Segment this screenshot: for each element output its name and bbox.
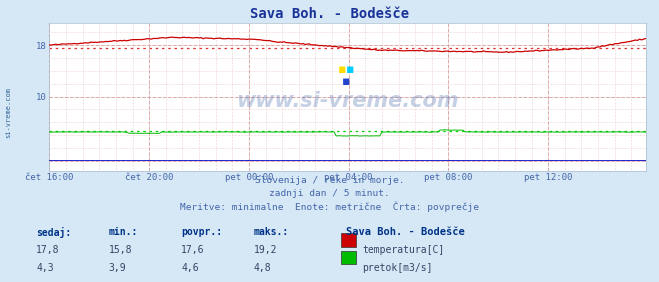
- Text: ▪: ▪: [342, 75, 351, 88]
- Text: temperatura[C]: temperatura[C]: [362, 245, 445, 255]
- Text: 4,8: 4,8: [254, 263, 272, 273]
- Text: 4,3: 4,3: [36, 263, 54, 273]
- Text: ▪: ▪: [337, 63, 346, 76]
- Text: pretok[m3/s]: pretok[m3/s]: [362, 263, 433, 273]
- Text: 15,8: 15,8: [109, 245, 132, 255]
- Text: www.si-vreme.com: www.si-vreme.com: [237, 91, 459, 111]
- Text: 17,8: 17,8: [36, 245, 60, 255]
- Text: 19,2: 19,2: [254, 245, 277, 255]
- Text: 4,6: 4,6: [181, 263, 199, 273]
- Text: Sava Boh. - Bodešče: Sava Boh. - Bodešče: [346, 227, 465, 237]
- Text: 3,9: 3,9: [109, 263, 127, 273]
- Text: si-vreme.com: si-vreme.com: [5, 87, 11, 138]
- Text: maks.:: maks.:: [254, 227, 289, 237]
- Text: 17,6: 17,6: [181, 245, 205, 255]
- Text: Meritve: minimalne  Enote: metrične  Črta: povprečje: Meritve: minimalne Enote: metrične Črta:…: [180, 202, 479, 212]
- Text: sedaj:: sedaj:: [36, 227, 71, 238]
- Text: Sava Boh. - Bodešče: Sava Boh. - Bodešče: [250, 7, 409, 21]
- Text: zadnji dan / 5 minut.: zadnji dan / 5 minut.: [269, 189, 390, 198]
- Text: Slovenija / reke in morje.: Slovenija / reke in morje.: [255, 176, 404, 185]
- Text: ▪: ▪: [347, 63, 355, 76]
- Text: min.:: min.:: [109, 227, 138, 237]
- Text: povpr.:: povpr.:: [181, 227, 222, 237]
